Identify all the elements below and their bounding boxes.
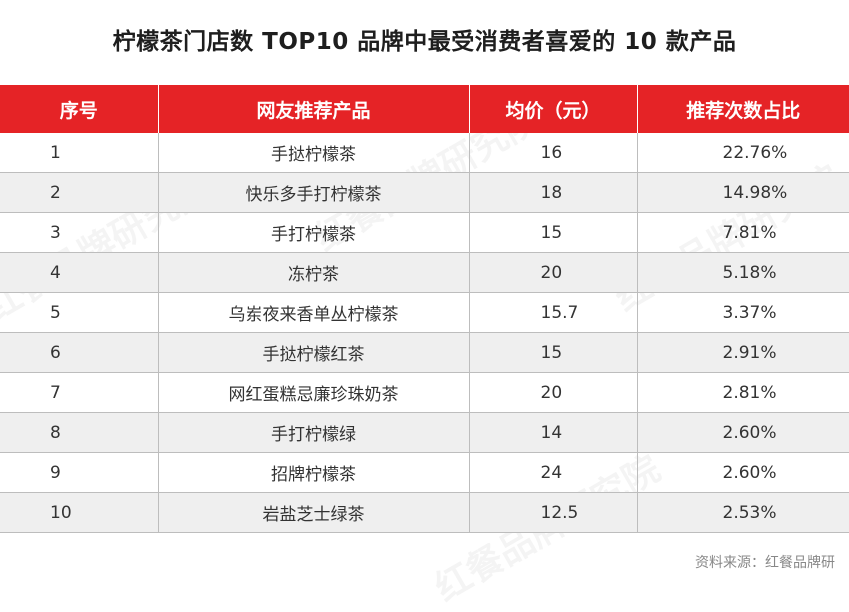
- cell-rank: 3: [0, 212, 159, 253]
- cell-price: 20: [469, 252, 638, 293]
- table-row: 9 招牌柠檬茶 24 2.60%: [0, 452, 849, 493]
- ranking-table: 序号 网友推荐产品 均价（元） 推荐次数占比 1 手挞柠檬茶 16 22.76%…: [0, 85, 849, 533]
- cell-rank: 1: [0, 133, 159, 173]
- cell-price: 20: [469, 372, 638, 413]
- table-row: 6 手挞柠檬红茶 15 2.91%: [0, 332, 849, 373]
- cell-product: 手打柠檬茶: [158, 212, 470, 253]
- table-row: 10 岩盐芝士绿茶 12.5 2.53%: [0, 492, 849, 533]
- table-row: 1 手挞柠檬茶 16 22.76%: [0, 133, 849, 173]
- table-header-row: 序号 网友推荐产品 均价（元） 推荐次数占比: [0, 85, 849, 133]
- cell-product: 手挞柠檬红茶: [158, 332, 470, 373]
- page-title: 柠檬茶门店数 TOP10 品牌中最受消费者喜爱的 10 款产品: [112, 29, 737, 55]
- cell-share: 7.81%: [637, 212, 849, 253]
- cell-price: 15: [469, 212, 638, 253]
- cell-product: 手挞柠檬茶: [158, 133, 470, 173]
- table-row: 7 网红蛋糕忌廉珍珠奶茶 20 2.81%: [0, 372, 849, 413]
- cell-product: 岩盐芝士绿茶: [158, 492, 470, 533]
- cell-price: 24: [469, 452, 638, 493]
- cell-rank: 9: [0, 452, 159, 493]
- cell-price: 16: [469, 133, 638, 173]
- table-row: 2 快乐多手打柠檬茶 18 14.98%: [0, 172, 849, 213]
- header-product: 网友推荐产品: [158, 85, 470, 133]
- cell-share: 2.53%: [637, 492, 849, 533]
- header-price: 均价（元）: [469, 85, 638, 133]
- source-note: 资料来源：红餐品牌研: [695, 555, 835, 571]
- cell-share: 14.98%: [637, 172, 849, 213]
- table-row: 4 冻柠茶 20 5.18%: [0, 252, 849, 293]
- cell-share: 2.60%: [637, 452, 849, 493]
- cell-share: 2.60%: [637, 412, 849, 453]
- cell-product: 网红蛋糕忌廉珍珠奶茶: [158, 372, 470, 413]
- table-row: 3 手打柠檬茶 15 7.81%: [0, 212, 849, 253]
- cell-rank: 7: [0, 372, 159, 413]
- header-rank: 序号: [0, 85, 159, 133]
- cell-rank: 4: [0, 252, 159, 293]
- cell-price: 15.7: [469, 292, 638, 333]
- cell-product: 快乐多手打柠檬茶: [158, 172, 470, 213]
- cell-product: 乌岽夜来香单丛柠檬茶: [158, 292, 470, 333]
- cell-price: 12.5: [469, 492, 638, 533]
- cell-rank: 2: [0, 172, 159, 213]
- cell-price: 15: [469, 332, 638, 373]
- cell-rank: 6: [0, 332, 159, 373]
- cell-rank: 5: [0, 292, 159, 333]
- cell-product: 冻柠茶: [158, 252, 470, 293]
- table-row: 8 手打柠檬绿 14 2.60%: [0, 412, 849, 453]
- cell-share: 2.91%: [637, 332, 849, 373]
- cell-price: 14: [469, 412, 638, 453]
- cell-price: 18: [469, 172, 638, 213]
- cell-share: 22.76%: [637, 133, 849, 173]
- header-share: 推荐次数占比: [637, 85, 849, 133]
- cell-rank: 10: [0, 492, 159, 533]
- cell-product: 招牌柠檬茶: [158, 452, 470, 493]
- cell-share: 3.37%: [637, 292, 849, 333]
- cell-share: 5.18%: [637, 252, 849, 293]
- cell-share: 2.81%: [637, 372, 849, 413]
- table-row: 5 乌岽夜来香单丛柠檬茶 15.7 3.37%: [0, 292, 849, 333]
- cell-rank: 8: [0, 412, 159, 453]
- cell-product: 手打柠檬绿: [158, 412, 470, 453]
